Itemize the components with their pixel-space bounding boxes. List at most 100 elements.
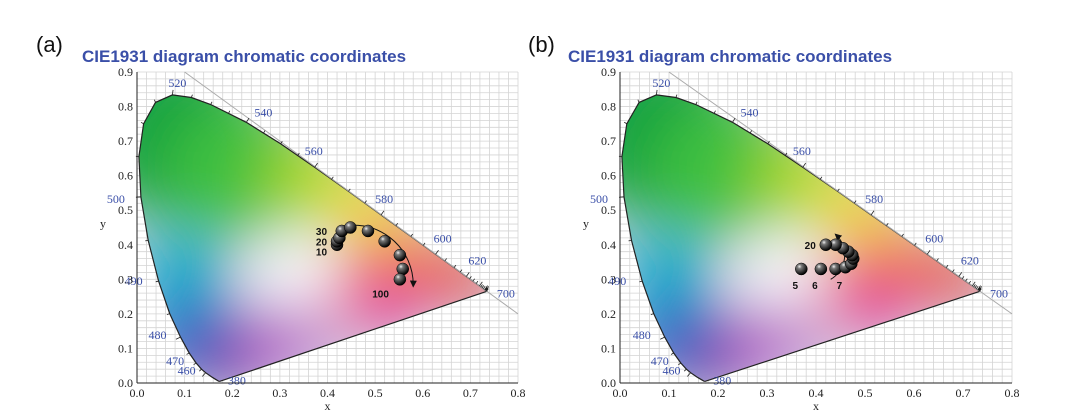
data-point (344, 221, 357, 234)
data-point (396, 262, 409, 276)
y-tick-label: 0.4 (118, 238, 133, 252)
locus-tick (971, 281, 976, 287)
y-tick-label: 0.7 (601, 134, 616, 148)
x-tick-label: 0.1 (177, 386, 192, 400)
locus-tick (945, 264, 949, 268)
x-tick-label: 0.5 (858, 386, 873, 400)
locus-tick (870, 210, 875, 216)
x-axis-label: x (325, 399, 331, 413)
y-tick-label: 0.6 (601, 169, 616, 183)
wavelength-label: 470 (166, 354, 184, 368)
gamut-blobs (138, 94, 487, 382)
wavelength-label: 500 (590, 192, 608, 206)
locus-tick (914, 242, 917, 246)
wavelength-label: 600 (925, 231, 943, 245)
x-tick-label: 0.0 (130, 386, 145, 400)
locus-tick (650, 313, 654, 316)
locus-tick (171, 89, 174, 95)
locus-tick (958, 272, 963, 277)
locus-tick (678, 362, 682, 366)
locus-tick (637, 99, 640, 103)
locus-tick (961, 276, 965, 280)
gamut-blob (229, 304, 330, 365)
wavelength-label: 460 (178, 364, 196, 378)
y-tick-label: 0.8 (601, 100, 616, 114)
locus-tick (469, 276, 472, 280)
locus-tick (979, 288, 982, 292)
trend-arrow (830, 233, 846, 280)
locus-tick (380, 210, 385, 216)
locus-tick (802, 162, 806, 168)
guide-line (184, 71, 519, 315)
y-tick-label: 0.1 (118, 341, 133, 355)
locus-tick (199, 368, 202, 372)
locus-tick (155, 280, 159, 283)
plot-area: 3804604704804905005205405605806006207000… (100, 65, 526, 413)
point-label: 100 (372, 289, 389, 300)
locus-tick (466, 272, 470, 277)
locus-tick (767, 141, 770, 144)
locus-tick (472, 278, 475, 282)
data-point (795, 262, 808, 276)
wavelength-label: 500 (107, 192, 125, 206)
chart-panel-b: (b) CIE1931 diagram chromatic coordinate… (528, 32, 1020, 413)
gamut-blob (717, 304, 817, 365)
locus-tick (422, 242, 426, 246)
locus-tick (819, 176, 823, 180)
locus-tick (166, 313, 170, 315)
x-tick-label: 0.8 (511, 386, 526, 400)
locus-tick (459, 269, 463, 273)
y-tick-label: 0.3 (601, 272, 616, 286)
y-tick-label: 0.3 (118, 272, 133, 286)
locus-tick (193, 362, 197, 366)
wavelength-label: 620 (468, 253, 486, 267)
x-tick-label: 0.4 (320, 386, 335, 400)
wavelength-label: 600 (434, 231, 452, 245)
locus-tick (968, 280, 971, 284)
locus-tick (475, 280, 479, 284)
locus-tick (201, 372, 206, 377)
locus-tick (926, 249, 931, 255)
wavelength-label: 540 (254, 105, 272, 119)
locus-ticks (618, 89, 983, 377)
y-tick-label: 0.9 (601, 65, 616, 79)
locus-tick (481, 285, 485, 289)
point-label: 30 (316, 227, 328, 238)
y-tick-label: 0.7 (118, 134, 133, 148)
locus-ticks (135, 89, 490, 377)
locus-tick (683, 368, 687, 372)
x-tick-label: 0.4 (809, 386, 824, 400)
locus-tick (444, 258, 447, 262)
wavelength-label: 380 (713, 373, 731, 387)
wavelength-label: 580 (375, 192, 393, 206)
x-tick-label: 0.0 (613, 386, 628, 400)
chart-title: CIE1931 diagram chromatic coordinates (82, 47, 406, 66)
wavelength-label: 560 (305, 144, 323, 158)
y-tick-label: 0.6 (118, 169, 133, 183)
data-point (361, 224, 375, 238)
locus-tick (936, 258, 939, 262)
chart-title: CIE1931 diagram chromatic coordinates (568, 47, 892, 66)
plot-area: 3804604704804905005205405605806006207000… (583, 65, 1020, 413)
locus-tick (246, 117, 250, 123)
y-tick-label: 0.8 (118, 100, 133, 114)
locus-tick (453, 264, 457, 268)
locus-tick (628, 239, 632, 242)
gamut-blob (741, 235, 822, 316)
locus-tick (965, 278, 968, 282)
wavelength-label: 460 (663, 364, 681, 378)
guide-line (668, 71, 1013, 315)
point-label: 7 (837, 281, 843, 292)
y-axis-label: y (583, 217, 589, 231)
locus-tick (486, 288, 489, 292)
wavelength-label: 380 (228, 373, 246, 387)
point-label: 20 (805, 241, 817, 252)
wavelength-label: 700 (990, 286, 1008, 300)
locus-tick (886, 222, 889, 226)
x-tick-label: 0.7 (956, 386, 971, 400)
y-tick-label: 0.0 (601, 376, 616, 390)
locus-tick (670, 352, 674, 355)
point-label: 20 (316, 237, 328, 248)
locus-tick (837, 188, 840, 192)
wavelength-label: 480 (148, 328, 166, 342)
